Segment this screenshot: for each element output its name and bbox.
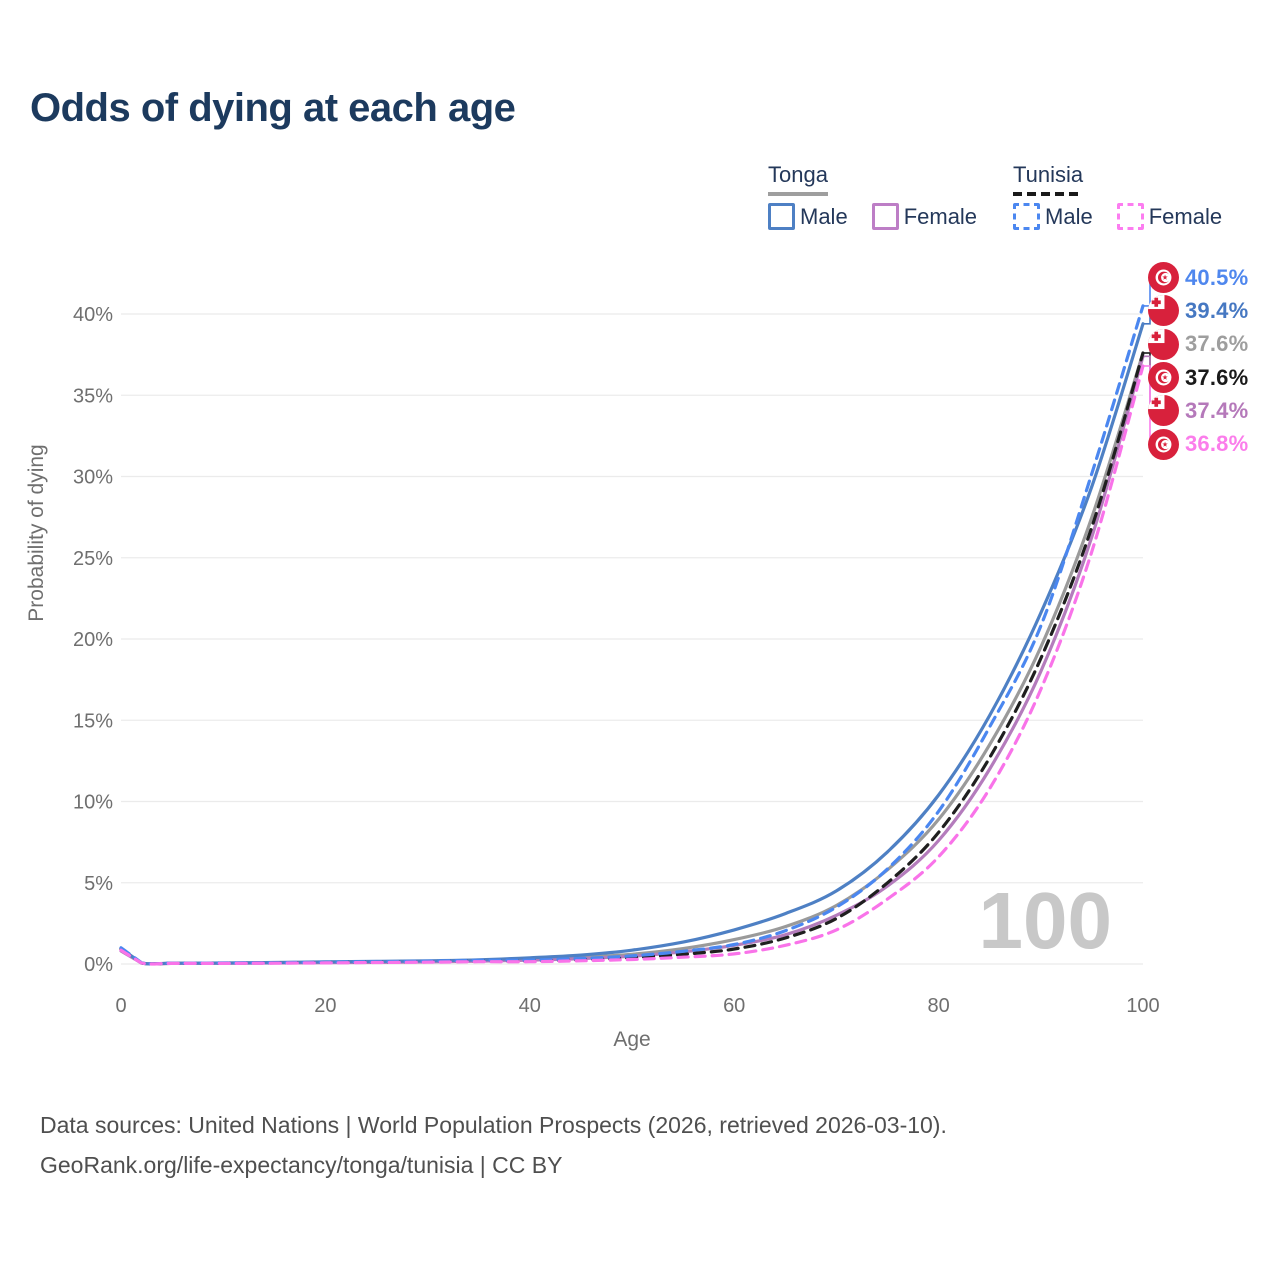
legend-group-tunisia-label: Tunisia [1013, 162, 1084, 187]
end-label-value: 37.6% [1185, 364, 1249, 390]
y-axis-tick-35: 35% [73, 385, 113, 407]
y-axis-tick-20: 20% [73, 629, 113, 651]
y-axis-title: Probability of dying [25, 444, 48, 621]
line-tunisia-female [119, 364, 1145, 966]
legend-group-tonga-label: Tonga [768, 162, 828, 187]
y-axis-tick-30: 30% [73, 467, 113, 489]
end-label-tunisia-both-sexes: 37.6% [1148, 361, 1248, 394]
end-label-value: 37.6% [1185, 331, 1249, 357]
end-labels: 40.5% 39.4% 37.6% 37.6% 37.4% 36.8% [1148, 261, 1248, 461]
x-axis-tick-60: 60 [723, 995, 745, 1017]
tonga-flag-icon [1148, 328, 1179, 360]
x-axis-tick-100: 100 [1126, 995, 1159, 1017]
legend-item-tunisia-female-label: Female [1148, 203, 1223, 229]
end-label-tonga-male: 39.4% [1148, 294, 1248, 327]
gridlines [121, 313, 1143, 965]
y-axis-tick-40: 40% [73, 304, 113, 326]
footer-data-sources: Data sources: United Nations | World Pop… [40, 1112, 947, 1138]
legend-item-tonga-male[interactable]: Male [768, 203, 848, 230]
tonga-flag-icon [1148, 395, 1179, 427]
legend-group-tonga: Tonga Male Female [768, 162, 977, 230]
tunisia-dashed-line-sample [1013, 192, 1084, 196]
series-lines [119, 304, 1145, 966]
end-label-value: 40.5% [1185, 264, 1249, 290]
legend: Tonga Male Female Tunisia Male [768, 162, 1222, 230]
footer-attribution: GeoRank.org/life-expectancy/tonga/tunisi… [40, 1152, 563, 1178]
page-title: Odds of dying at each age [30, 86, 516, 130]
tunisia-female-swatch [1116, 203, 1144, 230]
footer: Data sources: United Nations | World Pop… [40, 1105, 947, 1185]
tunisia-flag-icon [1148, 428, 1179, 460]
y-axis-tick-5: 5% [84, 873, 113, 895]
age-counter-watermark: 100 [979, 876, 1112, 965]
legend-group-tonga-header[interactable]: Tonga [768, 162, 828, 196]
tunisia-male-swatch [1013, 203, 1041, 230]
legend-item-tunisia-male-label: Male [1045, 203, 1093, 229]
legend-item-tunisia-male[interactable]: Male [1013, 203, 1093, 230]
legend-group-tunisia: Tunisia Male Female [1013, 162, 1222, 230]
y-axis-tick-10: 10% [73, 792, 113, 814]
end-label-tonga-female: 37.4% [1148, 394, 1248, 427]
line-tunisia-both-sexes [119, 351, 1145, 966]
end-label-value: 37.4% [1185, 397, 1249, 423]
end-label-tunisia-female: 36.8% [1148, 427, 1248, 460]
line-tunisia-male [119, 304, 1145, 966]
x-axis-tick-20: 20 [314, 995, 336, 1017]
end-label-tonga-both-sexes: 37.6% [1148, 328, 1248, 361]
y-axis-tick-15: 15% [73, 710, 113, 732]
end-label-value: 36.8% [1185, 431, 1249, 457]
line-tonga-female [119, 354, 1145, 966]
tonga-female-swatch [871, 203, 899, 230]
legend-item-tonga-female[interactable]: Female [871, 203, 978, 230]
tonga-flag-icon [1148, 295, 1179, 327]
legend-item-tonga-male-label: Male [800, 203, 848, 229]
end-label-tunisia-male: 40.5% [1148, 261, 1248, 294]
x-axis-tick-40: 40 [519, 995, 541, 1017]
end-label-value: 39.4% [1185, 297, 1249, 323]
x-axis-tick-0: 0 [115, 995, 126, 1017]
tunisia-flag-icon [1148, 262, 1179, 294]
legend-item-tonga-female-label: Female [903, 203, 978, 229]
tonga-solid-line-sample [768, 192, 828, 196]
legend-group-tunisia-header[interactable]: Tunisia [1013, 162, 1084, 196]
axis-ticks: 0% 5% 10% 15% 20% 25% 30% 35% 40% 0 20 40 60 80 100 [73, 304, 1160, 1017]
y-axis-tick-25: 25% [73, 548, 113, 570]
tunisia-flag-icon [1148, 362, 1179, 394]
legend-item-tunisia-female[interactable]: Female [1116, 203, 1223, 230]
tonga-male-swatch [768, 203, 795, 230]
line-tonga-male [119, 322, 1145, 966]
line-tonga-both-sexes [119, 351, 1145, 966]
x-axis-title: Age [613, 1028, 650, 1051]
y-axis-tick-0: 0% [84, 954, 113, 976]
x-axis-tick-80: 80 [927, 995, 949, 1017]
